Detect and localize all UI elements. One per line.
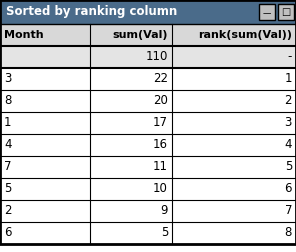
Text: 11: 11: [153, 161, 168, 173]
Text: 20: 20: [153, 94, 168, 108]
Text: 3: 3: [4, 73, 11, 85]
Text: 6: 6: [4, 227, 12, 239]
Text: 5: 5: [285, 161, 292, 173]
Text: 5: 5: [4, 182, 11, 196]
Text: 5: 5: [161, 227, 168, 239]
Bar: [0, 134, 296, 156]
Text: rank(sum(Val)): rank(sum(Val)): [198, 30, 292, 40]
Text: 7: 7: [284, 205, 292, 217]
Bar: [0, 178, 296, 200]
Text: 2: 2: [284, 94, 292, 108]
Text: 6: 6: [284, 182, 292, 196]
Bar: [278, 4, 294, 20]
Text: 22: 22: [153, 73, 168, 85]
Text: □: □: [281, 7, 291, 17]
Bar: [0, 200, 296, 222]
Bar: [0, 112, 296, 134]
Text: 17: 17: [153, 116, 168, 130]
Bar: [0, 222, 296, 244]
Text: 7: 7: [4, 161, 12, 173]
Bar: [0, 24, 296, 46]
Text: —: —: [263, 10, 271, 18]
Text: 2: 2: [4, 205, 12, 217]
Bar: [0, 0, 296, 24]
Text: 4: 4: [284, 139, 292, 151]
Bar: [0, 156, 296, 178]
Text: 1: 1: [4, 116, 12, 130]
Text: 3: 3: [285, 116, 292, 130]
Text: sum(Val): sum(Val): [112, 30, 168, 40]
Text: Sorted by ranking column: Sorted by ranking column: [6, 6, 177, 18]
Text: -: -: [288, 50, 292, 64]
Text: 1: 1: [284, 73, 292, 85]
Text: 110: 110: [146, 50, 168, 64]
Text: 9: 9: [160, 205, 168, 217]
Text: 8: 8: [4, 94, 11, 108]
Text: 4: 4: [4, 139, 12, 151]
Bar: [259, 4, 275, 20]
Text: Month: Month: [4, 30, 44, 40]
Text: 10: 10: [153, 182, 168, 196]
Bar: [0, 68, 296, 90]
Text: 8: 8: [285, 227, 292, 239]
Bar: [0, 90, 296, 112]
Text: 16: 16: [153, 139, 168, 151]
Bar: [0, 46, 296, 68]
